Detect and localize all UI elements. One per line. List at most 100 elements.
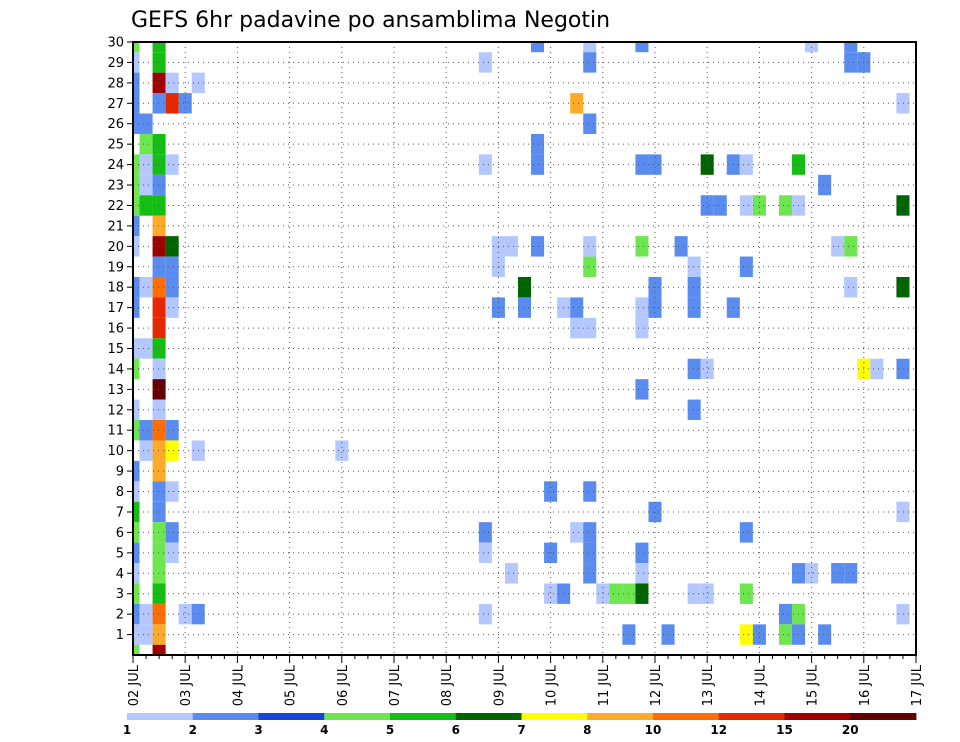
y-tick-label: 23 — [107, 179, 124, 194]
x-tick-label: 03 JUL — [179, 664, 194, 706]
heatmap-cell-111 — [583, 52, 597, 73]
heatmap-cell-42 — [152, 154, 166, 175]
heatmap-cell-127 — [635, 297, 649, 318]
heatmap-cell-19 — [133, 522, 140, 543]
x-tick-label: 08 JUL — [440, 664, 455, 706]
heatmap-cell-31 — [139, 338, 153, 359]
heatmap-cell-147 — [700, 358, 714, 380]
heatmap-cell-108 — [570, 317, 584, 339]
heatmap-cell-80 — [178, 603, 192, 625]
heatmap-cell-45 — [152, 215, 166, 237]
heatmap-cell-101 — [544, 481, 558, 502]
y-tick-label: 2 — [116, 608, 124, 623]
y-tick-label: 13 — [107, 383, 124, 398]
y-tick-label: 26 — [107, 117, 124, 132]
heatmap-cell-182 — [896, 93, 910, 114]
y-tick-label: 9 — [116, 465, 124, 480]
heatmap-cell-11 — [133, 297, 140, 318]
heatmap-cell-66 — [152, 644, 166, 655]
y-tick-label: 28 — [107, 76, 124, 91]
colorbar-tick-label: 8 — [583, 723, 591, 737]
heatmap-cell-75 — [165, 440, 179, 461]
heatmap-cell-186 — [896, 501, 910, 523]
colorbar-tick-label: 1 — [123, 723, 131, 737]
heatmap-cell-1 — [133, 52, 140, 73]
x-tick-label: 02 JUL — [127, 664, 142, 706]
heatmap-cell-46 — [152, 236, 166, 257]
colorbar-tick-label: 15 — [776, 723, 793, 737]
colorbar-tick-label: 12 — [710, 723, 727, 737]
x-tick-label: 10 JUL — [545, 664, 560, 706]
heatmap-cell-65 — [152, 624, 166, 645]
y-axis: 1234567891011121314151617181920212223242… — [107, 36, 133, 643]
heatmap-cell-61 — [152, 542, 166, 564]
x-tick-label: 12 JUL — [649, 664, 664, 706]
y-tick-label: 27 — [107, 97, 124, 112]
heatmap-cell-175 — [844, 52, 858, 73]
heatmap-cell-174 — [844, 42, 858, 53]
y-tick-label: 17 — [107, 301, 124, 316]
x-tick-label: 07 JUL — [388, 664, 403, 706]
y-tick-label: 12 — [107, 403, 124, 418]
heatmap-cell-73 — [165, 297, 179, 318]
heatmap-cell-126 — [635, 236, 649, 257]
heatmap-cells — [133, 42, 910, 655]
heatmap-cell-8 — [133, 215, 140, 237]
heatmap-cell-141 — [687, 297, 701, 318]
heatmap-cell-128 — [635, 317, 649, 339]
y-tick-label: 29 — [107, 56, 124, 71]
heatmap-cell-155 — [739, 522, 753, 543]
heatmap-cell-53 — [152, 379, 166, 400]
heatmap-cell-94 — [504, 563, 518, 584]
heatmap-cell-77 — [165, 522, 179, 543]
y-tick-label: 24 — [107, 158, 124, 173]
heatmap-cell-39 — [152, 72, 166, 94]
heatmap-cell-13 — [133, 358, 140, 380]
heatmap-cell-29 — [139, 174, 153, 196]
x-tick-label: 04 JUL — [231, 664, 246, 706]
heatmap-cell-98 — [531, 133, 545, 155]
heatmap-cell-129 — [635, 379, 649, 400]
heatmap-cell-146 — [700, 195, 714, 216]
y-tick-label: 19 — [107, 260, 124, 275]
heatmap-cell-93 — [504, 236, 518, 257]
heatmap-cell-185 — [896, 358, 910, 380]
heatmap-cell-183 — [896, 195, 910, 216]
y-tick-label: 16 — [107, 322, 124, 337]
x-tick-label: 17 JUL — [910, 664, 925, 706]
heatmap-cell-0 — [133, 42, 140, 53]
heatmap-cell-76 — [165, 481, 179, 502]
heatmap-cell-158 — [752, 195, 766, 216]
heatmap-cell-6 — [133, 174, 140, 196]
heatmap-cell-26 — [139, 113, 153, 134]
heatmap-cell-172 — [831, 236, 845, 257]
heatmap-cell-70 — [165, 236, 179, 257]
heatmap-cell-23 — [133, 603, 140, 625]
heatmap-cell-96 — [517, 297, 532, 318]
heatmap-cell-60 — [152, 522, 166, 543]
heatmap-cell-115 — [583, 317, 597, 339]
heatmap-cell-68 — [165, 93, 179, 114]
colorbar-swatch — [718, 713, 785, 720]
heatmap-cell-87 — [478, 522, 492, 543]
heatmap-cell-181 — [870, 358, 884, 380]
heatmap-cell-33 — [139, 440, 153, 461]
colorbar-swatch — [324, 713, 391, 720]
x-tick-label: 16 JUL — [858, 664, 873, 706]
heatmap-cell-28 — [139, 154, 153, 175]
heatmap-cell-120 — [596, 583, 610, 604]
heatmap-cell-2 — [133, 72, 140, 94]
heatmap-cell-152 — [739, 154, 753, 175]
heatmap-cell-103 — [544, 583, 558, 604]
heatmap-cell-14 — [133, 399, 140, 421]
heatmap-cell-170 — [818, 174, 832, 196]
heatmap-cell-64 — [152, 603, 166, 625]
heatmap-cell-22 — [133, 583, 140, 604]
heatmap-cell-62 — [152, 563, 166, 584]
heatmap-cell-37 — [152, 42, 166, 53]
heatmap-cell-59 — [152, 501, 166, 523]
grid-lines — [133, 42, 916, 655]
heatmap-cell-144 — [687, 583, 701, 604]
heatmap-cell-40 — [152, 93, 166, 114]
y-tick-label: 30 — [107, 36, 124, 51]
